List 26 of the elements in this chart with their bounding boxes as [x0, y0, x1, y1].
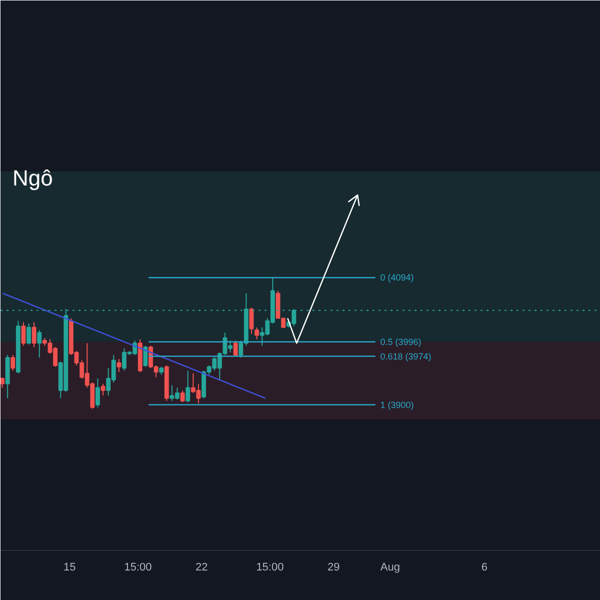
series-label: 0.618 (3974) — [380, 351, 432, 362]
x-tick-label: Aug — [380, 562, 400, 574]
candlestick — [254, 326, 260, 340]
candlestick — [100, 383, 106, 396]
candlestick — [116, 358, 122, 373]
candlestick — [10, 354, 16, 372]
candlestick — [95, 378, 100, 408]
chart-title: Ngô — [12, 166, 53, 190]
x-tick-label: 29 — [327, 562, 340, 574]
candlestick — [21, 322, 26, 346]
x-tick-label: 15 — [64, 562, 76, 574]
candlestick — [0, 376, 4, 388]
series-label: 0 (4094) — [380, 272, 414, 283]
candlestick — [233, 340, 238, 357]
series-label: 0.5 (3996) — [380, 336, 422, 347]
x-tick-label: 15:00 — [124, 562, 152, 574]
x-tick-label: 6 — [481, 562, 488, 574]
series-label: 1 (3900) — [380, 400, 414, 410]
candlestick — [37, 330, 42, 358]
x-tick-label: 22 — [195, 562, 208, 574]
candlestick — [186, 370, 190, 403]
candlestick — [32, 322, 36, 348]
candlestick — [26, 323, 32, 345]
x-tick-label: 15:00 — [256, 562, 284, 574]
candlestick — [143, 345, 148, 368]
candlestick — [180, 390, 185, 403]
